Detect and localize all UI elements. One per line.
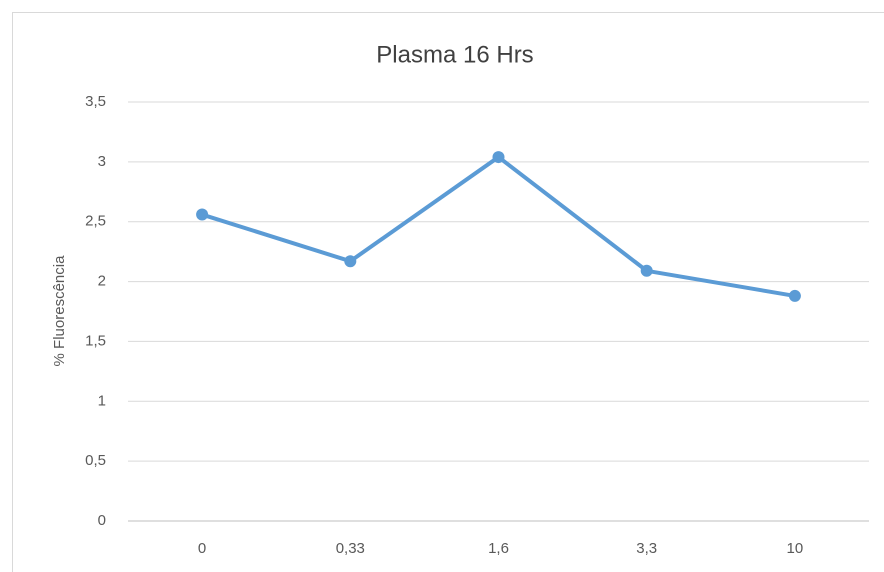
y-tick-label: 1,5 <box>85 332 106 349</box>
point <box>344 255 357 268</box>
x-tick-label: 3,3 <box>636 540 657 557</box>
point <box>196 208 209 221</box>
point <box>640 264 653 277</box>
x-tick-label: 0 <box>198 540 206 557</box>
y-tick-label: 3 <box>98 153 106 170</box>
y-tick-label: 3,5 <box>85 93 106 110</box>
chart-title: Plasma 16 Hrs <box>376 41 533 68</box>
y-axis-label: % Fluorescência <box>51 255 68 367</box>
chart-border <box>12 12 884 572</box>
y-tick-label: 0 <box>98 512 106 529</box>
point <box>788 289 801 302</box>
y-tick-label: 2 <box>98 273 106 290</box>
x-tick-label: 0,33 <box>336 540 365 557</box>
y-tick-label: 1 <box>98 392 106 409</box>
point <box>492 151 505 164</box>
x-tick-label: 10 <box>787 540 804 557</box>
y-tick-label: 2,5 <box>85 213 106 230</box>
x-tick-label: 1,6 <box>488 540 509 557</box>
y-tick-label: 0,5 <box>85 452 106 469</box>
line <box>201 155 796 298</box>
